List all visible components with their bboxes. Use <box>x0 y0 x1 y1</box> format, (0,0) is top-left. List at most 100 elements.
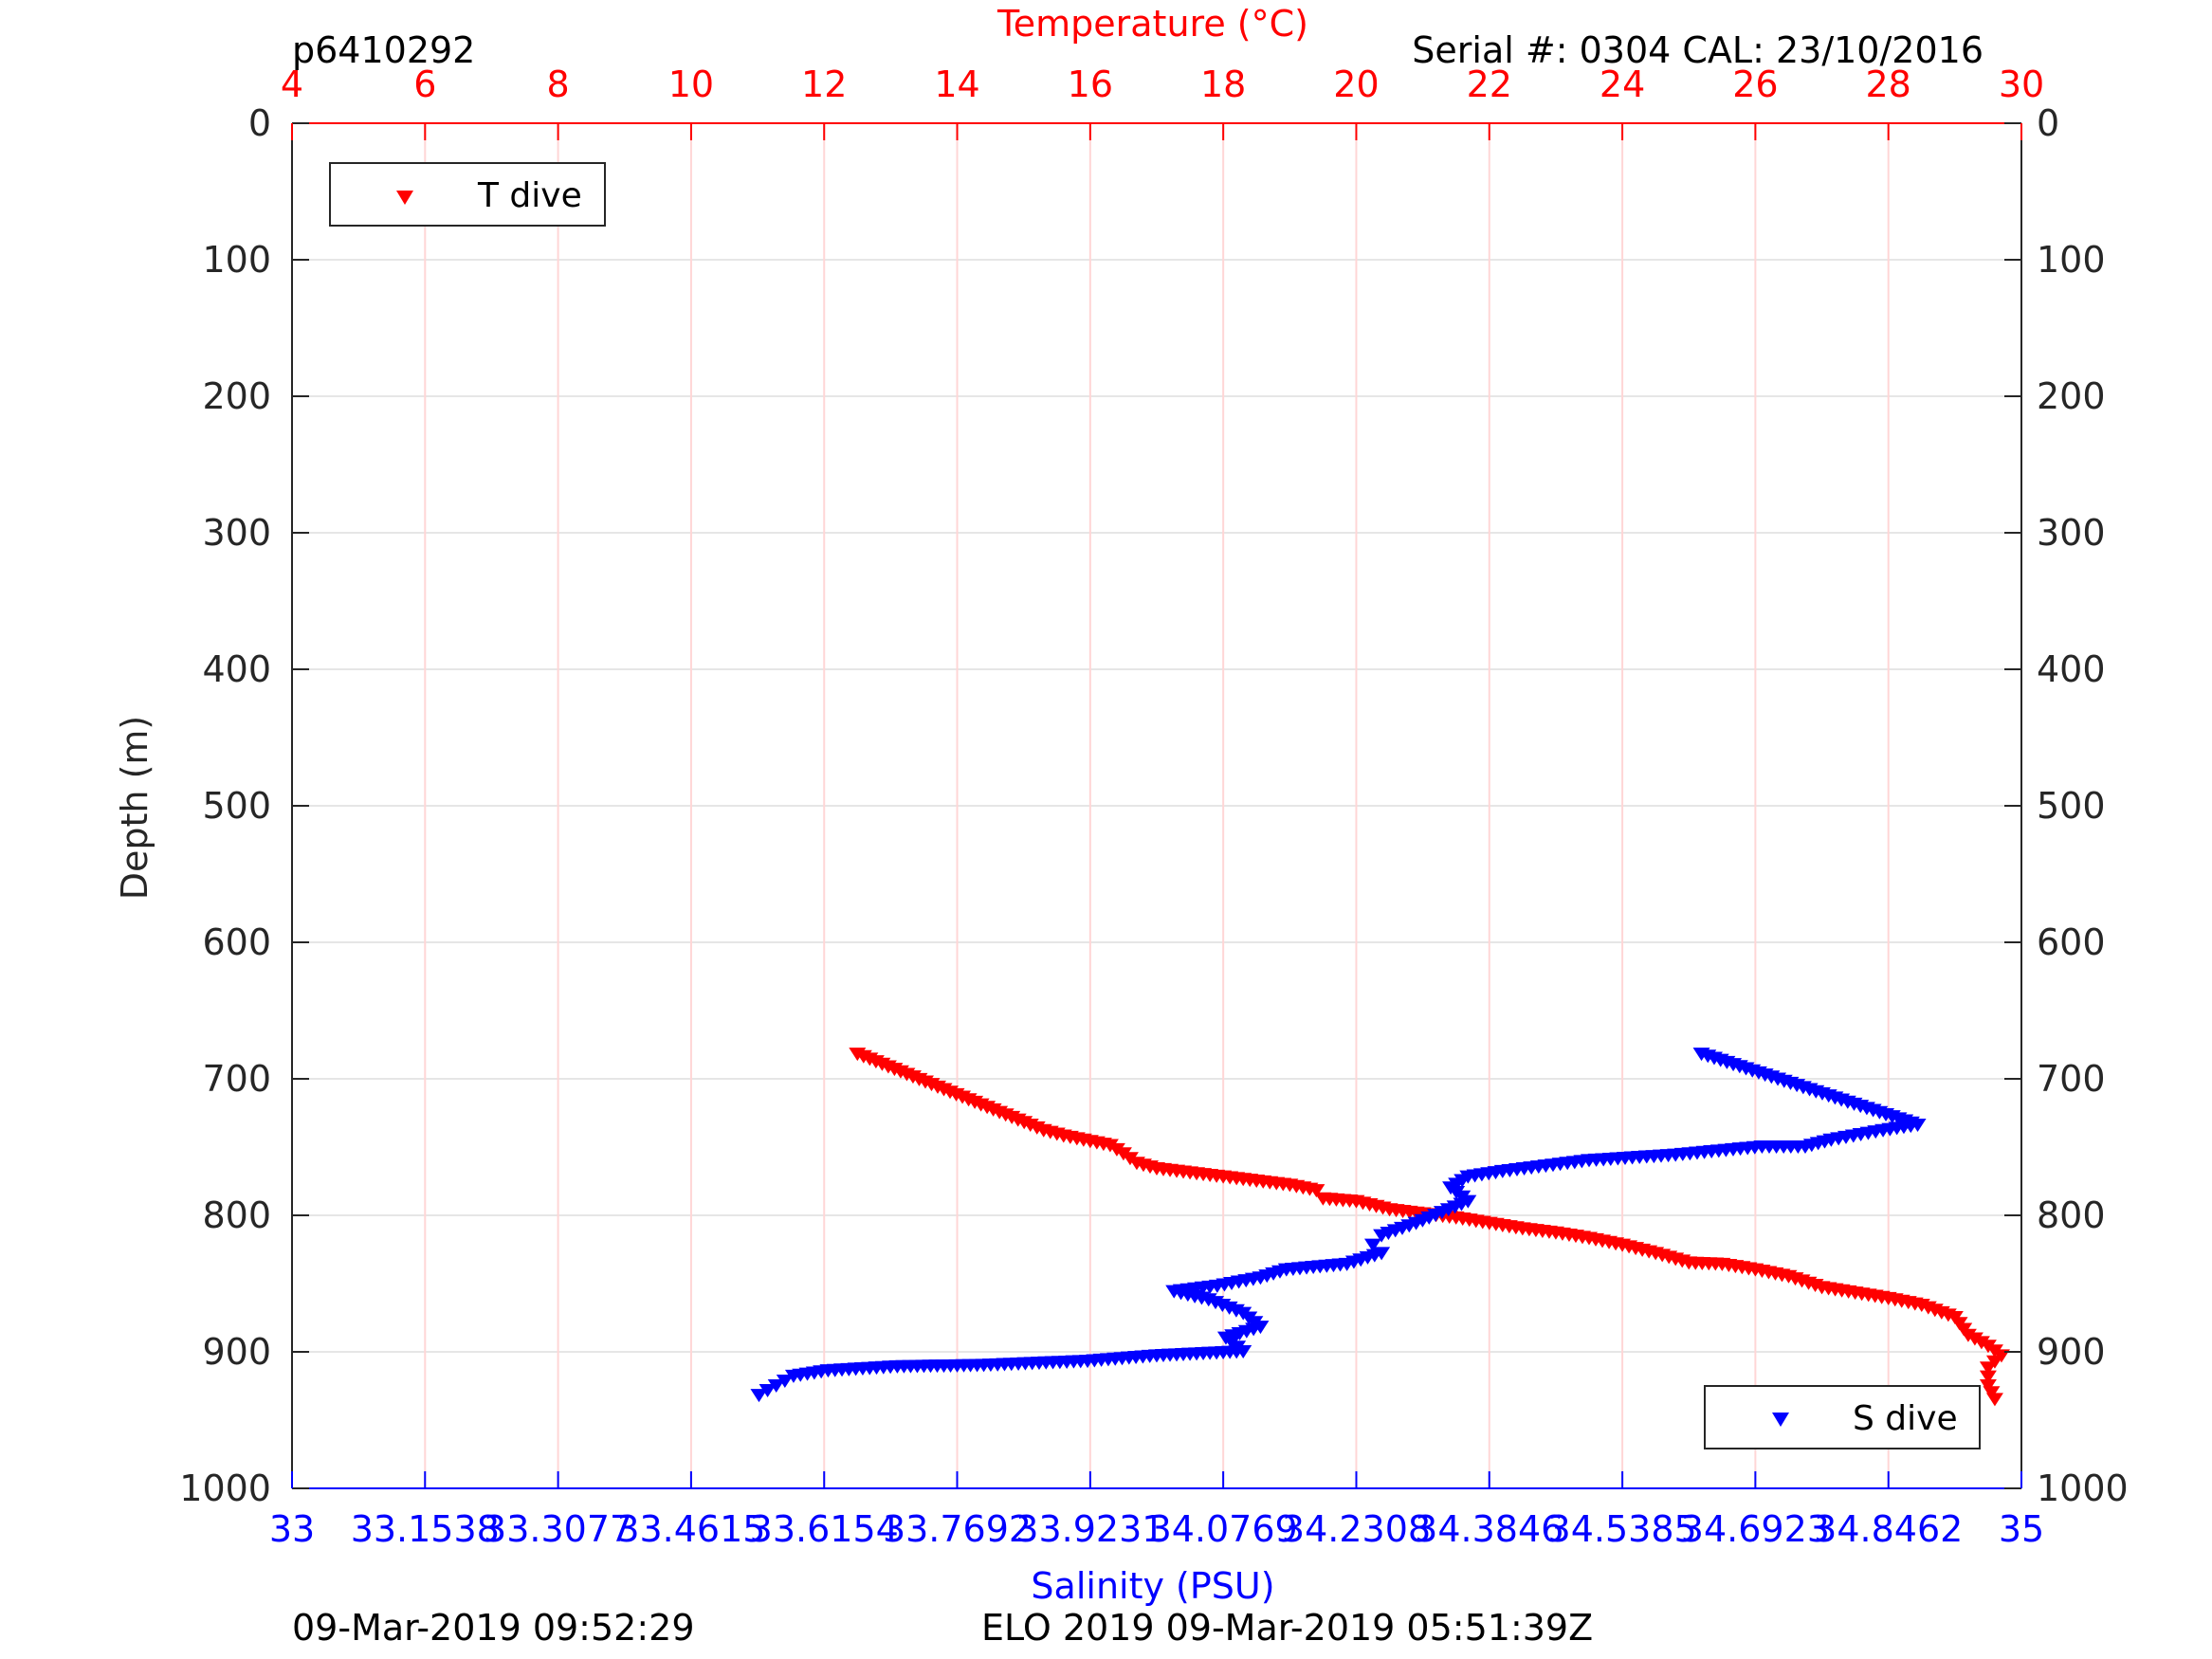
data-point-temperature <box>1673 1254 1691 1268</box>
depth-tick-label-right: 400 <box>2037 648 2106 690</box>
data-point-temperature <box>1906 1297 1924 1311</box>
data-point-temperature <box>1983 1386 2001 1400</box>
legend-marker-t <box>396 191 413 205</box>
data-point-salinity <box>1224 1329 1242 1343</box>
temperature-tick-label: 10 <box>668 64 714 105</box>
legend-label-t: T dive <box>477 176 582 215</box>
legend-label-s: S dive <box>1853 1399 1958 1438</box>
depth-tick-label-left: 100 <box>202 239 271 281</box>
data-point-salinity <box>1193 1291 1211 1305</box>
data-point-temperature <box>1839 1285 1857 1299</box>
data-point-temperature <box>1107 1142 1125 1157</box>
depth-tick-label-right: 900 <box>2037 1331 2106 1373</box>
legend-t-dive: T dive <box>329 162 606 227</box>
data-point-temperature <box>1274 1177 1292 1192</box>
data-point-salinity <box>1631 1151 1649 1165</box>
data-point-temperature <box>1301 1182 1319 1196</box>
data-point-temperature <box>1979 1370 1997 1384</box>
temperature-tick-label: 28 <box>1866 64 1911 105</box>
data-point-temperature <box>1985 1344 2003 1358</box>
legend-s-dive: S dive <box>1704 1385 1981 1449</box>
profile-id: p6410292 <box>292 29 475 71</box>
data-point-salinity <box>895 1359 913 1374</box>
data-point-temperature <box>1607 1237 1625 1251</box>
data-point-salinity <box>1086 1354 1104 1368</box>
data-point-temperature <box>1175 1165 1193 1179</box>
salinity-tick-label: 33.9231 <box>1015 1508 1164 1550</box>
data-point-temperature <box>1985 1355 2003 1369</box>
depth-tick-label-left: 900 <box>202 1331 271 1373</box>
data-point-salinity <box>1448 1177 1466 1192</box>
data-point-temperature <box>1094 1138 1112 1152</box>
temperature-tick-label: 8 <box>547 64 570 105</box>
depth-tick-label-right: 300 <box>2037 512 2106 554</box>
data-point-temperature <box>1972 1336 1990 1350</box>
data-point-temperature <box>1141 1160 1159 1175</box>
data-point-salinity <box>1284 1262 1302 1276</box>
temperature-tick-label: 14 <box>934 64 979 105</box>
depth-tick-label-left: 200 <box>202 375 271 417</box>
depth-tick-label-left: 600 <box>202 921 271 963</box>
salinity-tick-label: 33.6154 <box>750 1508 899 1550</box>
depth-tick-label-right: 800 <box>2037 1194 2106 1236</box>
data-point-salinity <box>759 1384 777 1398</box>
data-point-salinity <box>1246 1316 1264 1330</box>
temperature-tick-label: 26 <box>1732 64 1778 105</box>
salinity-tick-label: 34.0769 <box>1149 1508 1298 1550</box>
data-point-salinity <box>1881 1122 1899 1137</box>
data-point-salinity <box>1258 1269 1276 1284</box>
depth-tick-label-right: 500 <box>2037 785 2106 827</box>
temperature-tick-label: 20 <box>1333 64 1379 105</box>
serial-info: Serial #: 0304 CAL: 23/10/2016 <box>1412 29 1983 71</box>
temperature-tick-label: 18 <box>1200 64 1246 105</box>
depth-tick-label-left: 0 <box>248 102 271 144</box>
data-point-salinity <box>1830 1132 1848 1146</box>
data-point-salinity <box>1673 1147 1691 1161</box>
depth-tick-label-right: 100 <box>2037 239 2106 281</box>
data-point-salinity <box>1155 1348 1173 1362</box>
data-point-salinity <box>1501 1163 1519 1177</box>
data-point-temperature <box>1873 1290 1891 1304</box>
temperature-tick-label: 24 <box>1600 64 1645 105</box>
data-point-temperature <box>1955 1322 1973 1337</box>
data-point-temperature <box>1208 1169 1226 1183</box>
salinity-tick-label: 35 <box>1999 1508 2044 1550</box>
salinity-tick-label: 34.6923 <box>1681 1508 1830 1550</box>
data-point-salinity <box>1364 1238 1381 1252</box>
depth-axis-label: Depth (m) <box>114 716 155 901</box>
depth-tick-label-left: 500 <box>202 785 271 827</box>
data-point-salinity <box>1453 1190 1472 1204</box>
footer-timestamp: 09-Mar-2019 09:52:29 <box>292 1607 695 1649</box>
temperature-tick-label: 12 <box>801 64 847 105</box>
data-point-salinity <box>776 1374 794 1388</box>
temperature-tick-label: 30 <box>1999 64 2044 105</box>
data-point-temperature <box>1965 1332 1983 1346</box>
data-point-salinity <box>1587 1153 1605 1167</box>
data-point-temperature <box>1241 1174 1259 1188</box>
legend-marker-s <box>1772 1413 1789 1427</box>
temperature-tick-label: 6 <box>413 64 436 105</box>
data-point-salinity <box>1216 1278 1234 1292</box>
data-point-salinity <box>1380 1227 1398 1241</box>
data-point-temperature <box>1806 1279 1824 1293</box>
data-point-salinity <box>1545 1158 1562 1173</box>
depth-tick-label-left: 700 <box>202 1058 271 1100</box>
data-point-temperature <box>1028 1121 1046 1135</box>
data-point-temperature <box>1407 1206 1425 1220</box>
data-point-salinity <box>1414 1213 1432 1228</box>
salinity-tick-label: 34.2308 <box>1282 1508 1431 1550</box>
depth-tick-label-right: 1000 <box>2037 1468 2129 1509</box>
data-point-temperature <box>1740 1262 1758 1276</box>
axes: 0 0 100 100 200 200 300 300 400 400 500 500 600 600 70… <box>179 64 2128 1550</box>
salinity-tick-label: 33.1538 <box>351 1508 500 1550</box>
data-point-temperature <box>1773 1268 1791 1283</box>
temperature-tick-label: 16 <box>1068 64 1113 105</box>
data-point-temperature <box>1939 1308 1957 1322</box>
legend-box <box>329 162 606 227</box>
data-point-temperature <box>1074 1133 1092 1147</box>
salinity-tick-label: 33.7692 <box>883 1508 1032 1550</box>
temperature-axis-label: Temperature (°C) <box>996 3 1308 45</box>
data-point-temperature <box>1707 1257 1725 1271</box>
salinity-tick-label: 33.3077 <box>484 1508 632 1550</box>
